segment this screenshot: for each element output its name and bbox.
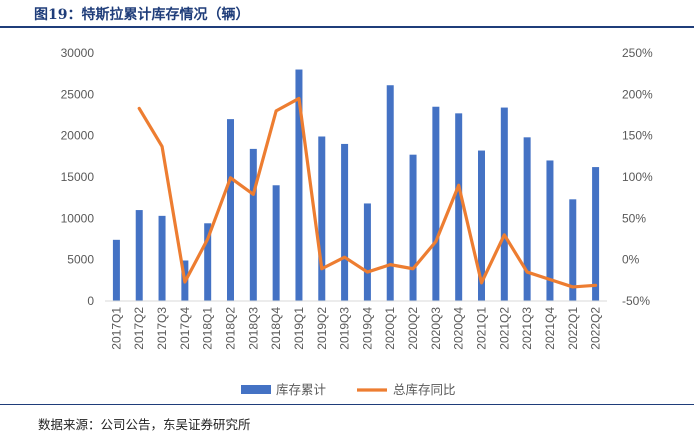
legend-line-label: 总库存同比 xyxy=(393,382,456,397)
bar-2020Q1 xyxy=(387,85,394,301)
category-label: 2019Q4 xyxy=(360,307,374,350)
right-tick-label: 200% xyxy=(622,87,653,101)
category-label: 2021Q2 xyxy=(497,307,511,350)
bar-2020Q4 xyxy=(455,113,462,301)
right-tick-label: -50% xyxy=(622,294,650,308)
category-label: 2020Q4 xyxy=(452,307,466,350)
bar-2018Q2 xyxy=(227,119,234,301)
category-label: 2018Q1 xyxy=(201,307,215,350)
category-label: 2021Q3 xyxy=(520,307,534,350)
bar-2017Q3 xyxy=(159,216,166,301)
category-label: 2019Q2 xyxy=(315,307,329,350)
legend-bar-label: 库存累计 xyxy=(276,382,326,397)
category-label: 2017Q2 xyxy=(132,307,146,350)
category-label: 2022Q2 xyxy=(589,307,603,350)
figure-source: 数据来源：公司公告，东吴证券研究所 xyxy=(38,414,251,433)
category-label: 2019Q3 xyxy=(338,307,352,350)
right-tick-label: 100% xyxy=(622,170,653,184)
category-label: 2020Q2 xyxy=(406,307,420,350)
bar-2019Q3 xyxy=(341,144,348,301)
bar-2017Q2 xyxy=(136,210,143,301)
bar-2017Q1 xyxy=(113,240,120,301)
bar-2021Q2 xyxy=(501,108,508,301)
category-label: 2017Q3 xyxy=(155,307,169,350)
bar-2018Q3 xyxy=(250,149,257,301)
left-tick-label: 25000 xyxy=(61,87,95,101)
bar-2019Q4 xyxy=(364,203,371,301)
left-tick-label: 10000 xyxy=(61,211,95,225)
left-tick-label: 20000 xyxy=(61,129,95,143)
category-label: 2018Q4 xyxy=(269,307,283,350)
figure-footer: 数据来源：公司公告，东吴证券研究所 xyxy=(0,404,694,438)
category-label: 2017Q4 xyxy=(178,307,192,350)
category-label: 2020Q3 xyxy=(429,307,443,350)
left-tick-label: 5000 xyxy=(67,253,94,267)
category-labels: 2017Q1 2017Q2 2017Q3 2017Q4 2018Q1 2018Q2 2018… xyxy=(109,307,602,350)
bar-2019Q2 xyxy=(318,136,325,301)
left-axis-ticks: 0 5000 10000 15000 20000 25000 30000 xyxy=(61,46,95,308)
category-label: 2021Q4 xyxy=(543,307,557,350)
bar-2020Q3 xyxy=(432,107,439,301)
legend: 库存累计 总库存同比 xyxy=(241,382,456,397)
right-tick-label: 0% xyxy=(622,253,640,267)
category-label: 2017Q1 xyxy=(109,307,123,350)
right-tick-label: 150% xyxy=(622,129,653,143)
bar-2020Q2 xyxy=(410,155,417,301)
right-tick-label: 50% xyxy=(622,211,646,225)
left-tick-label: 15000 xyxy=(61,170,95,184)
left-tick-label: 0 xyxy=(87,294,94,308)
category-label: 2018Q3 xyxy=(246,307,260,350)
right-axis-ticks: -50% 0% 50% 100% 150% 200% 250% xyxy=(622,46,653,308)
left-tick-label: 30000 xyxy=(61,46,95,60)
bar-2021Q3 xyxy=(524,137,531,301)
category-label: 2020Q1 xyxy=(383,307,397,350)
category-label: 2021Q1 xyxy=(475,307,489,350)
bar-2018Q4 xyxy=(273,185,280,301)
bar-2022Q2 xyxy=(592,167,599,301)
right-tick-label: 250% xyxy=(622,46,653,60)
category-label: 2019Q1 xyxy=(292,307,306,350)
category-label: 2018Q2 xyxy=(224,307,238,350)
category-label: 2022Q1 xyxy=(566,307,580,350)
legend-bar-swatch xyxy=(241,385,271,394)
